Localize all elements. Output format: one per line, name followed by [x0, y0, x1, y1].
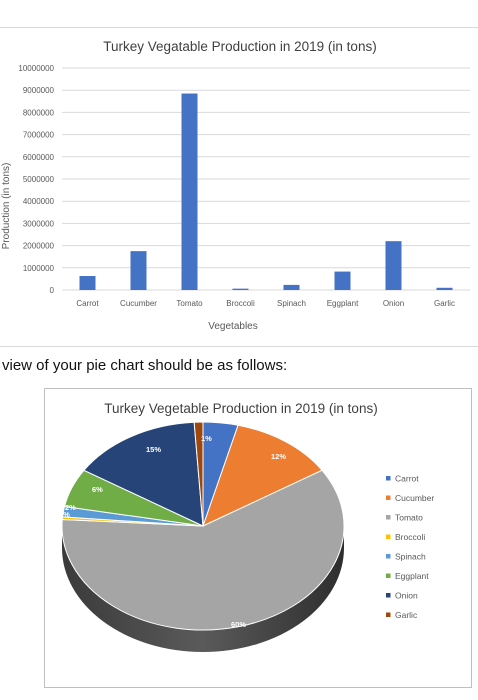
legend-swatch [386, 554, 391, 559]
pie-slice-cucumber [202, 424, 323, 527]
legend-swatch [386, 515, 391, 520]
bar-spinach [283, 284, 300, 290]
legend-label: Cucumber [395, 493, 434, 503]
legend-swatch [386, 476, 391, 481]
bar-y-tick-label: 5000000 [23, 175, 55, 184]
bar-y-tick-label: 1000000 [23, 264, 55, 273]
legend-swatch [386, 612, 391, 617]
legend-label: Eggplant [395, 571, 429, 581]
legend-label: Tomato [395, 513, 423, 523]
bar-chart-x-axis-label: Vegetables [208, 321, 258, 332]
legend-label: Carrot [395, 474, 419, 484]
bar-y-tick-label: 3000000 [23, 219, 55, 228]
bar-tomato [181, 93, 198, 290]
bar-garlic [436, 287, 453, 290]
pie-slice-garlic [193, 421, 204, 527]
pie-data-label: 4% [85, 430, 96, 439]
bar-x-tick-label: Eggplant [327, 299, 359, 308]
pie-data-label: 1% [201, 434, 212, 443]
bar-y-tick-label: 8000000 [23, 108, 55, 117]
bar-chart-y-axis-label: Production (in tons) [1, 163, 12, 250]
bar-cucumber [130, 251, 147, 290]
bar-chart-panel: Turkey Vegatable Production in 2019 (in … [0, 27, 478, 347]
bar-x-tick-label: Garlic [434, 299, 455, 308]
pie-slice-tomato [61, 469, 345, 631]
bar-chart: Turkey Vegatable Production in 2019 (in … [1, 39, 470, 332]
legend-swatch [386, 573, 391, 578]
bar-x-tick-label: Broccoli [226, 299, 255, 308]
bar-y-tick-label: 9000000 [23, 86, 55, 95]
legend-swatch [386, 534, 391, 539]
pie-3d-side [62, 526, 344, 652]
bar-y-tick-label: 7000000 [23, 131, 55, 140]
bar-broccoli [232, 288, 249, 290]
bar-chart-title: Turkey Vegatable Production in 2019 (in … [103, 39, 376, 54]
bar-y-tick-label: 2000000 [23, 242, 55, 251]
legend-label: Onion [395, 591, 418, 601]
bar-x-tick-label: Carrot [76, 299, 99, 308]
bar-y-tick-label: 0 [50, 286, 55, 295]
pie-data-label: 2% [65, 503, 76, 512]
legend-label: Spinach [395, 552, 426, 562]
pie-data-label: 12% [271, 452, 286, 461]
pie-data-label: 6% [92, 485, 103, 494]
legend-swatch [386, 593, 391, 598]
bar-x-tick-label: Onion [383, 299, 404, 308]
bar-x-tick-label: Cucumber [120, 299, 157, 308]
pie-slice-onion [83, 421, 204, 527]
bar-x-tick-label: Tomato [176, 299, 203, 308]
pie-chart-caption: view of your pie chart should be as foll… [2, 357, 288, 374]
pie-data-label: 60% [231, 620, 246, 629]
pie-chart: Turkey Vegetable Production in 2019 (in … [59, 401, 434, 652]
legend-swatch [386, 495, 391, 500]
bar-eggplant [334, 271, 351, 290]
bar-carrot [79, 276, 96, 290]
bar-y-tick-label: 10000000 [18, 64, 54, 73]
legend-label: Broccoli [395, 532, 425, 542]
pie-data-label: 0% [59, 510, 70, 519]
pie-chart-panel: Turkey Vegetable Production in 2019 (in … [44, 388, 472, 688]
legend-label: Garlic [395, 610, 418, 620]
bar-y-tick-label: 4000000 [23, 197, 55, 206]
pie-data-label: 15% [146, 445, 161, 454]
bar-y-tick-label: 6000000 [23, 153, 55, 162]
pie-chart-title: Turkey Vegetable Production in 2019 (in … [104, 401, 377, 416]
bar-x-tick-label: Spinach [277, 299, 306, 308]
bar-onion [385, 241, 402, 290]
